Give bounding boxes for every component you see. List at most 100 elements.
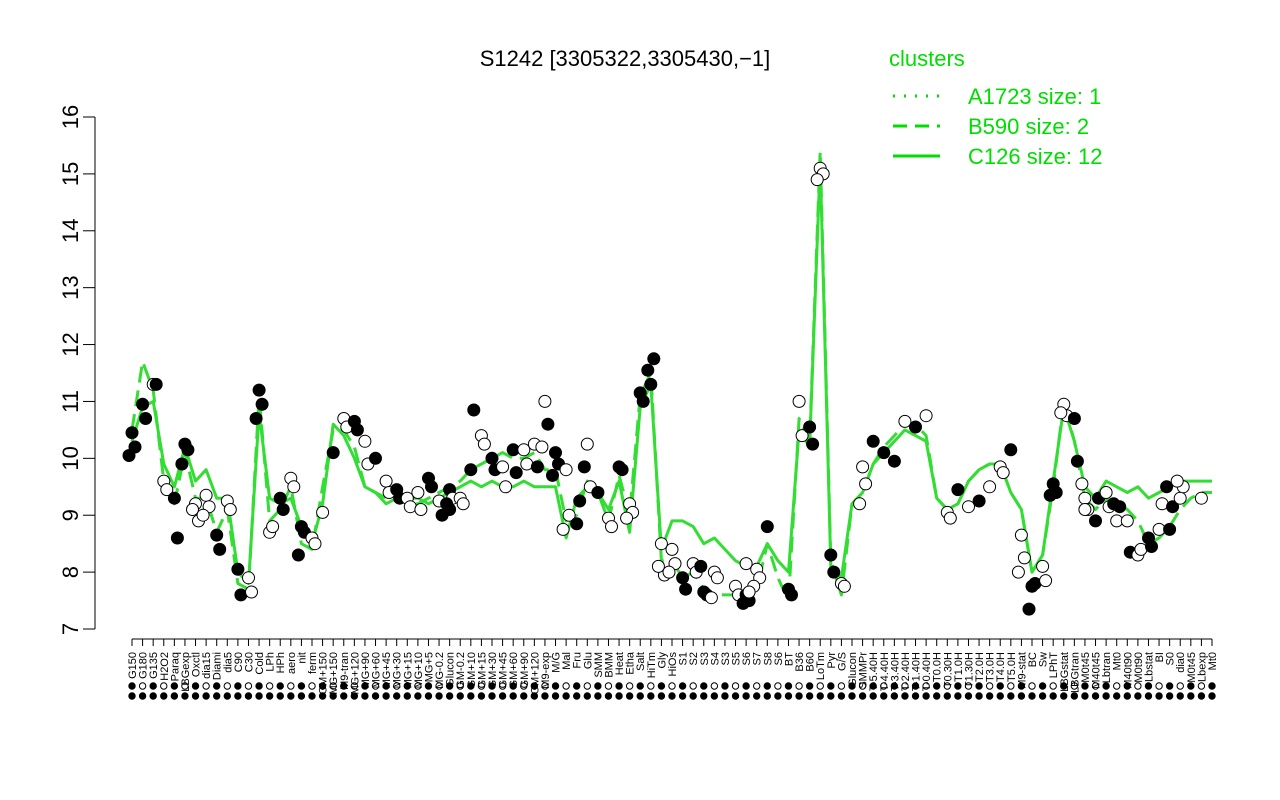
data-point xyxy=(636,394,650,408)
data-point xyxy=(1194,491,1208,505)
x-marker xyxy=(1060,692,1068,700)
data-point xyxy=(358,434,372,448)
x-marker xyxy=(594,692,602,700)
x-marker xyxy=(509,692,517,700)
x-marker xyxy=(954,682,962,690)
data-point xyxy=(694,559,708,573)
data-point xyxy=(467,403,481,417)
data-point xyxy=(620,511,634,525)
x-marker xyxy=(922,692,930,700)
x-marker xyxy=(604,682,613,690)
x-marker xyxy=(393,682,401,690)
x-marker xyxy=(1197,682,1206,690)
x-marker xyxy=(1038,692,1047,700)
x-marker xyxy=(213,692,221,700)
x-tick-label: T-5.40H xyxy=(868,652,880,691)
data-point xyxy=(1014,528,1028,542)
x-tick-label: GM+10 xyxy=(466,652,478,688)
data-point xyxy=(1099,486,1113,499)
x-marker xyxy=(1144,682,1153,690)
x-tick-label: Paraq xyxy=(169,652,181,681)
x-marker xyxy=(678,682,687,690)
x-marker xyxy=(943,692,951,700)
x-marker xyxy=(456,692,464,700)
x-tick-label: T5.0H xyxy=(1006,652,1018,682)
data-point xyxy=(853,497,867,511)
x-marker xyxy=(1017,692,1026,700)
legend-entry-1: B590 size: 2 xyxy=(968,114,1089,139)
data-point xyxy=(795,429,809,443)
data-point xyxy=(1107,497,1121,511)
x-marker xyxy=(996,692,1004,700)
x-marker xyxy=(350,692,359,700)
data-point xyxy=(199,488,213,502)
x-marker xyxy=(1176,692,1184,700)
x-tick-label: ferm xyxy=(307,652,319,674)
x-marker xyxy=(435,692,443,700)
x-marker xyxy=(837,692,846,700)
data-point xyxy=(316,505,330,519)
x-tick-label: S3 xyxy=(699,652,711,665)
x-tick-label: Mt0 xyxy=(1207,652,1219,670)
x-tick-label: T2.0H xyxy=(974,652,986,682)
y-tick-label: 7 xyxy=(58,623,83,635)
x-marker xyxy=(170,682,179,690)
data-point xyxy=(651,559,665,573)
x-tick-label: Glucon xyxy=(847,652,859,687)
x-tick-label: aero xyxy=(286,652,298,674)
data-point xyxy=(546,468,559,482)
data-point xyxy=(679,582,693,596)
y-tick-label: 8 xyxy=(58,566,83,578)
x-marker xyxy=(1144,692,1153,700)
x-marker xyxy=(742,692,750,700)
x-marker xyxy=(869,692,877,700)
x-tick-label: M40t45 xyxy=(1091,652,1103,689)
data-point xyxy=(1173,491,1187,505)
x-tick-label: B60 xyxy=(805,652,817,672)
x-marker xyxy=(181,682,189,690)
data-point xyxy=(509,466,523,480)
x-marker xyxy=(1070,682,1079,690)
x-marker xyxy=(1017,682,1026,690)
x-tick-label: GM+90 xyxy=(519,652,531,688)
x-marker xyxy=(816,682,824,690)
x-marker xyxy=(551,682,560,690)
x-marker xyxy=(880,692,888,700)
x-tick-label: T0.0H xyxy=(932,652,944,682)
x-tick-label: G150 xyxy=(127,652,139,679)
y-tick-label: 14 xyxy=(58,219,83,243)
data-point xyxy=(443,503,457,516)
x-marker xyxy=(975,692,983,700)
x-tick-label: T0.30H xyxy=(942,652,954,688)
x-marker xyxy=(520,692,528,700)
x-tick-label: T-2.40H xyxy=(900,652,912,691)
x-marker xyxy=(689,682,697,690)
y-tick-label: 11 xyxy=(58,390,83,413)
data-point xyxy=(1078,503,1092,516)
x-tick-label: HiOs xyxy=(667,652,679,677)
x-marker xyxy=(1113,692,1121,700)
x-marker xyxy=(933,682,941,690)
x-marker xyxy=(1081,682,1089,690)
data-point xyxy=(736,596,750,610)
x-marker xyxy=(160,692,168,700)
data-point xyxy=(234,588,248,602)
x-tick-label: LoTm xyxy=(815,652,827,680)
data-point xyxy=(824,548,838,562)
data-point xyxy=(485,451,499,465)
x-marker xyxy=(350,682,359,690)
data-point xyxy=(704,591,718,605)
x-marker xyxy=(985,682,994,690)
x-tick-label: Diami xyxy=(212,652,224,680)
x-marker xyxy=(1176,682,1184,690)
x-tick-label: LPhT xyxy=(1048,652,1060,679)
data-point xyxy=(792,394,806,408)
data-point xyxy=(641,363,655,377)
x-marker xyxy=(297,692,306,700)
x-marker xyxy=(816,692,824,700)
x-marker xyxy=(149,682,157,690)
x-tick-label: Mal xyxy=(561,652,573,670)
x-marker xyxy=(647,692,655,700)
data-point xyxy=(580,437,594,451)
x-tick-label: S6 xyxy=(773,652,785,665)
